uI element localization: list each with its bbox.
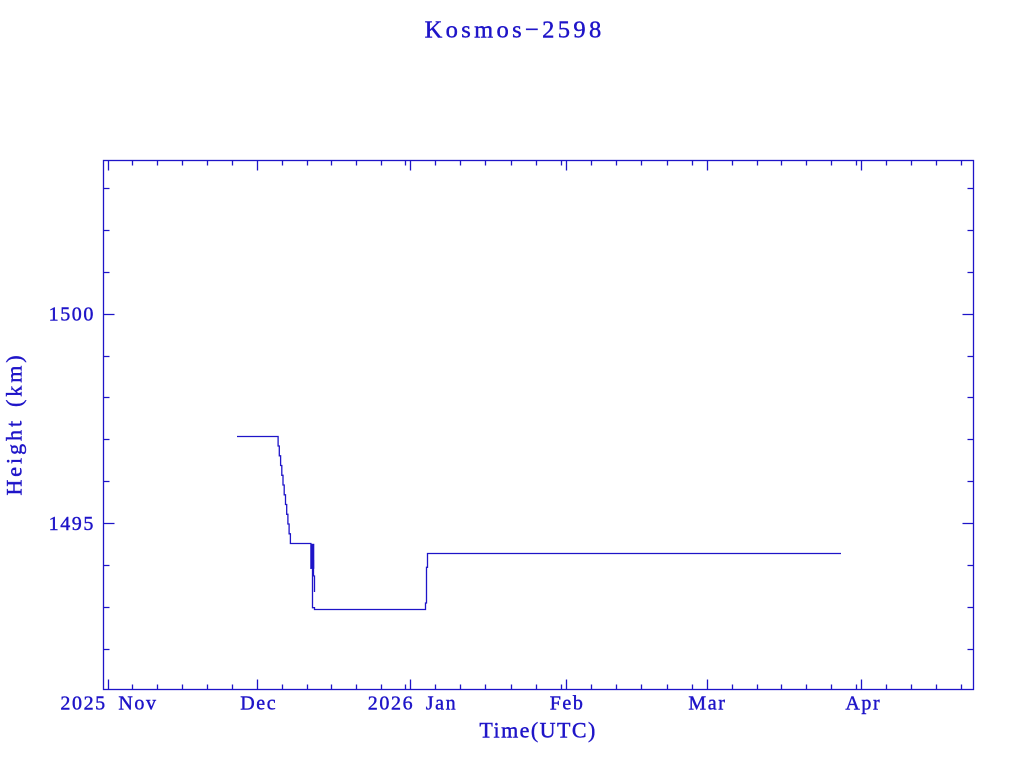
svg-text:Apr: Apr [845,693,881,715]
svg-text:1500: 1500 [49,304,95,326]
svg-text:Height (km): Height (km) [1,352,26,495]
svg-text:2026 Jan: 2026 Jan [368,693,457,715]
svg-text:1495: 1495 [49,513,95,535]
svg-text:Mar: Mar [688,693,726,715]
svg-text:2025 Nov: 2025 Nov [60,693,157,715]
svg-text:Feb: Feb [550,693,585,715]
svg-text:Kosmos−2598: Kosmos−2598 [425,17,605,44]
svg-text:Time(UTC): Time(UTC) [479,718,596,743]
svg-text:Dec: Dec [240,693,277,715]
